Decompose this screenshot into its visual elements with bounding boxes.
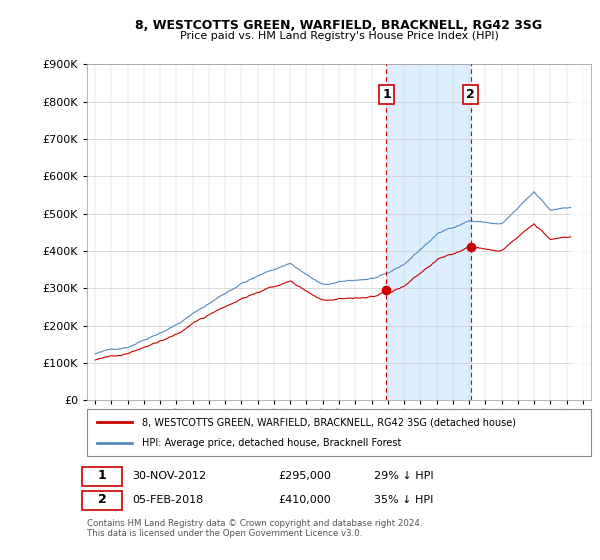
Text: 29% ↓ HPI: 29% ↓ HPI — [374, 470, 434, 480]
Text: 35% ↓ HPI: 35% ↓ HPI — [374, 495, 434, 505]
Text: 05-FEB-2018: 05-FEB-2018 — [133, 495, 203, 505]
Text: 8, WESTCOTTS GREEN, WARFIELD, BRACKNELL, RG42 3SG: 8, WESTCOTTS GREEN, WARFIELD, BRACKNELL,… — [136, 18, 542, 32]
Text: £295,000: £295,000 — [278, 470, 331, 480]
Text: 2: 2 — [466, 88, 475, 101]
Bar — [386, 64, 470, 400]
FancyBboxPatch shape — [82, 466, 122, 486]
Text: 1: 1 — [98, 469, 106, 482]
Text: Price paid vs. HM Land Registry's House Price Index (HPI): Price paid vs. HM Land Registry's House … — [179, 31, 499, 41]
Text: Contains HM Land Registry data © Crown copyright and database right 2024.
This d: Contains HM Land Registry data © Crown c… — [87, 519, 422, 538]
FancyBboxPatch shape — [82, 491, 122, 510]
Text: £410,000: £410,000 — [278, 495, 331, 505]
Text: 2: 2 — [98, 493, 106, 506]
Text: HPI: Average price, detached house, Bracknell Forest: HPI: Average price, detached house, Brac… — [142, 438, 402, 448]
Text: 1: 1 — [382, 88, 391, 101]
Bar — [571, 64, 591, 400]
FancyBboxPatch shape — [87, 409, 591, 456]
Text: 30-NOV-2012: 30-NOV-2012 — [133, 470, 206, 480]
Text: 8, WESTCOTTS GREEN, WARFIELD, BRACKNELL, RG42 3SG (detached house): 8, WESTCOTTS GREEN, WARFIELD, BRACKNELL,… — [142, 417, 517, 427]
